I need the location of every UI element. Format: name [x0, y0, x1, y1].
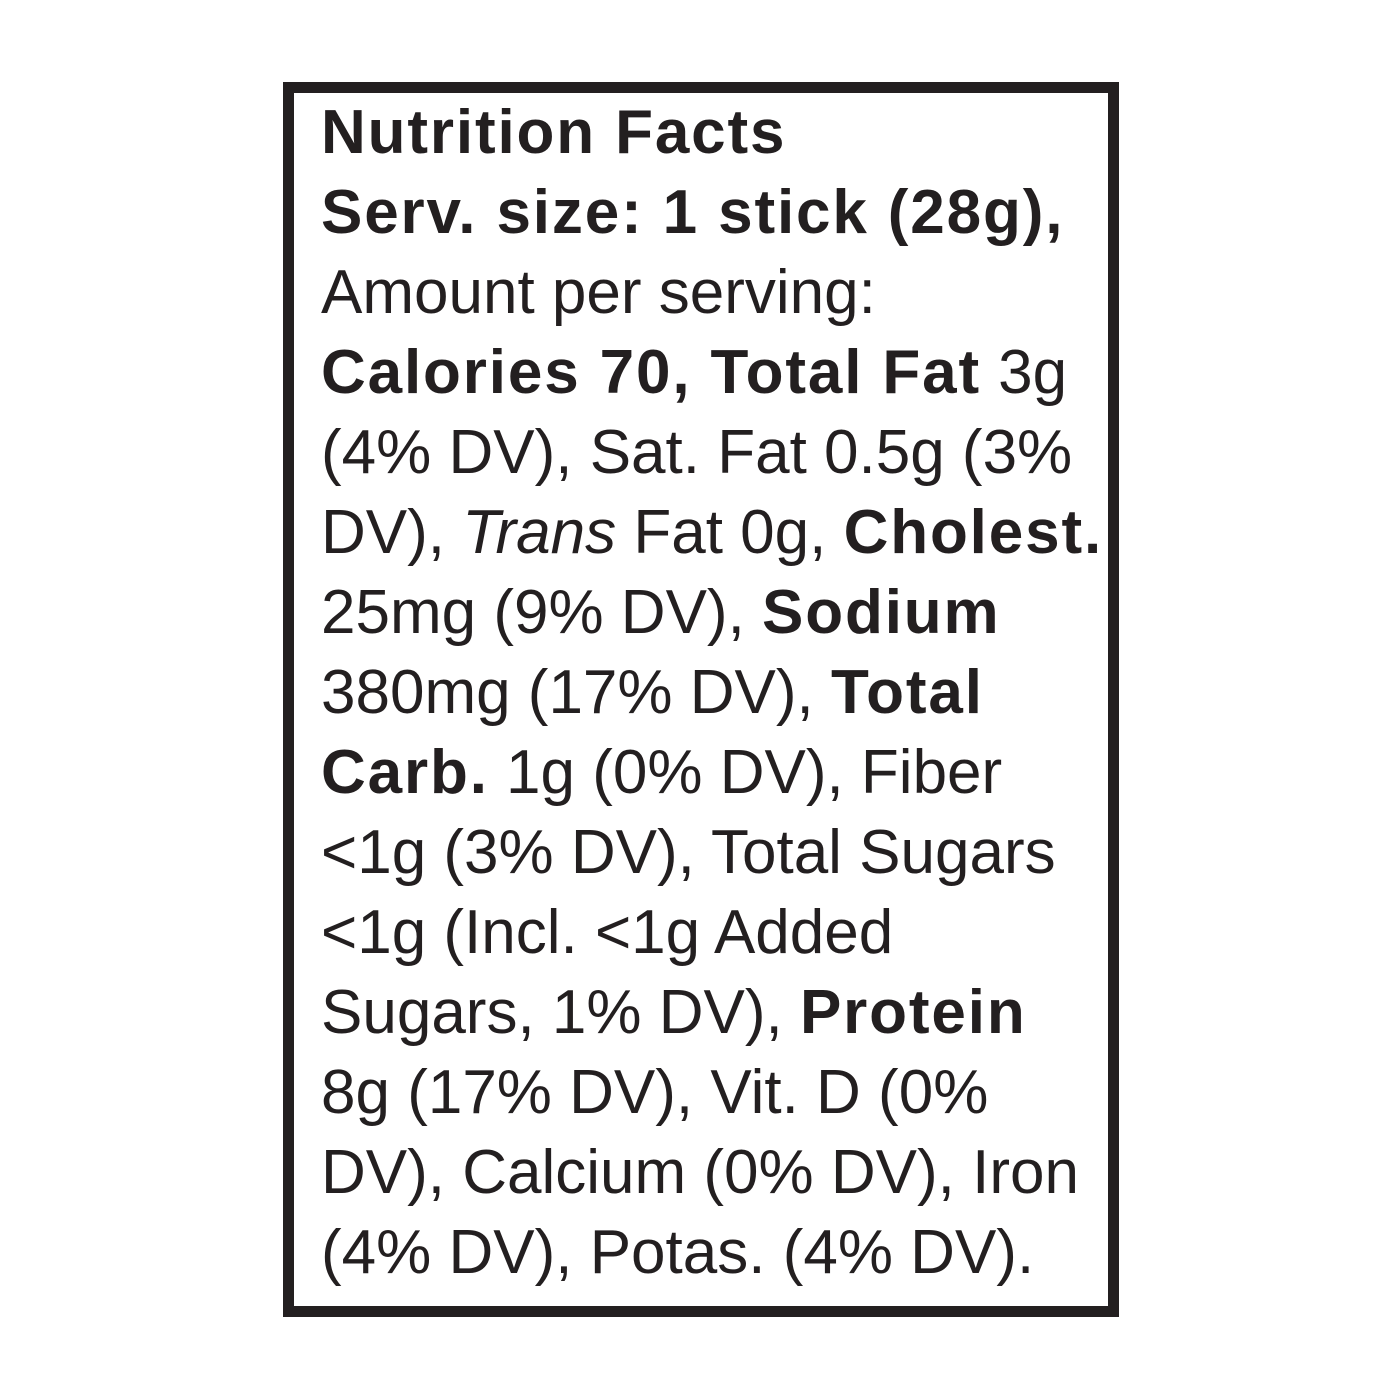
label-segment: 1g (0% DV), Fiber: [488, 738, 1003, 807]
nutrition-facts-label: Nutrition Facts Serv. size: 1 stick (28g)…: [283, 82, 1119, 1317]
label-segment: Sugars, 1% DV),: [321, 978, 800, 1047]
label-line: 25mg (9% DV), Sodium: [321, 573, 1108, 653]
label-line: <1g (Incl. <1g Added: [321, 893, 1108, 973]
label-line: (4% DV), Sat. Fat 0.5g (3%: [321, 413, 1108, 493]
label-segment: Amount per serving:: [321, 258, 876, 327]
label-segment: Carb.: [321, 738, 489, 807]
label-line: 380mg (17% DV), Total: [321, 653, 1108, 733]
label-line: Serv. size: 1 stick (28g),: [321, 173, 1108, 253]
label-segment: Total: [831, 658, 984, 727]
label-segment: Fat 0g,: [616, 498, 844, 567]
label-line: <1g (3% DV), Total Sugars: [321, 813, 1108, 893]
label-segment: (4% DV), Potas. (4% DV).: [321, 1218, 1035, 1287]
label-line: 8g (17% DV), Vit. D (0%: [321, 1053, 1108, 1133]
label-segment: 380mg (17% DV),: [321, 658, 831, 727]
label-segment: 3g: [980, 338, 1068, 407]
label-line: Carb. 1g (0% DV), Fiber: [321, 733, 1108, 813]
label-segment: Sodium: [762, 578, 1001, 647]
label-segment: Serv. size: 1 stick (28g),: [321, 178, 1065, 247]
label-segment: 8g (17% DV), Vit. D (0%: [321, 1058, 989, 1127]
label-segment: <1g (Incl. <1g Added: [321, 898, 894, 967]
label-segment: <1g (3% DV), Total Sugars: [321, 818, 1056, 887]
label-line: Nutrition Facts: [321, 93, 1108, 173]
label-line: DV), Calcium (0% DV), Iron: [321, 1133, 1108, 1213]
label-segment: DV), Calcium (0% DV), Iron: [321, 1138, 1079, 1207]
label-segment: Calories 70, Total Fat: [321, 338, 981, 407]
label-text: Nutrition Facts Serv. size: 1 stick (28g)…: [294, 93, 1108, 1293]
label-line: Amount per serving:: [321, 253, 1108, 333]
label-line: (4% DV), Potas. (4% DV).: [321, 1213, 1108, 1293]
label-segment: DV),: [321, 498, 463, 567]
label-segment: Nutrition Facts: [321, 98, 787, 167]
label-segment: 25mg (9% DV),: [321, 578, 763, 647]
label-line: Calories 70, Total Fat 3g: [321, 333, 1108, 413]
label-segment: Cholest.: [843, 498, 1104, 567]
label-segment: Trans: [462, 498, 617, 567]
label-segment: Protein: [799, 978, 1027, 1047]
label-line: Sugars, 1% DV), Protein: [321, 973, 1108, 1053]
label-segment: (4% DV), Sat. Fat 0.5g (3%: [321, 418, 1073, 487]
label-line: DV), Trans Fat 0g, Cholest.: [321, 493, 1108, 573]
